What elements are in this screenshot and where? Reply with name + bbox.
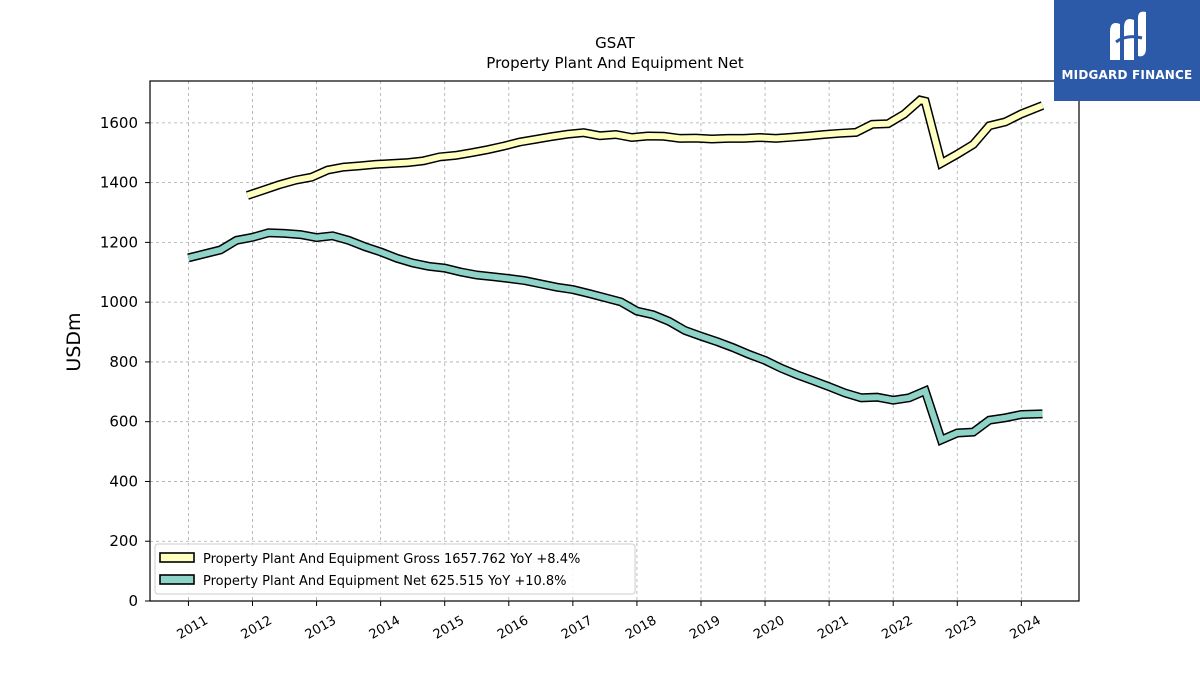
y-tick-label: 1600 <box>100 114 138 132</box>
grid-lines <box>150 81 1079 602</box>
x-tick-label: 2021 <box>815 613 851 643</box>
x-tick-label: 2018 <box>623 613 659 643</box>
x-tick-label: 2019 <box>687 613 723 643</box>
x-tick-label: 2020 <box>751 613 787 643</box>
legend-label-gross: Property Plant And Equipment Gross 1657.… <box>203 552 580 567</box>
chart-subtitle: Property Plant And Equipment Net <box>486 54 743 72</box>
legend-frame <box>154 543 636 595</box>
y-tick-label: 1400 <box>100 174 138 192</box>
y-tick-label: 400 <box>109 472 138 490</box>
y-axis-label: USDm <box>63 312 85 371</box>
x-tick-label: 2024 <box>1008 613 1044 643</box>
y-tick-label: 1200 <box>100 233 138 251</box>
plot-frame <box>149 80 1080 602</box>
midgard-finance-logo: MIDGARD FINANCE <box>1054 0 1200 101</box>
y-tick-label: 0 <box>128 592 138 610</box>
series-line-gross-outline <box>245 95 1045 200</box>
midgard-finance-logo-icon <box>1110 11 1146 60</box>
chart-title: GSAT <box>595 34 636 52</box>
x-tick-label: 2012 <box>239 613 275 643</box>
series-line-net <box>187 229 1043 444</box>
x-tick-label: 2016 <box>495 613 531 643</box>
y-tick-label: 800 <box>109 353 138 371</box>
legend-label-net: Property Plant And Equipment Net 625.515… <box>203 574 567 589</box>
x-tick-label: 2011 <box>175 613 211 643</box>
legend-swatch-net <box>159 574 195 585</box>
x-tick-label: 2017 <box>559 613 595 643</box>
y-axis-ticks: 0 200 400 600 800 1000 1200 1400 1600 <box>100 114 150 610</box>
y-tick-label: 600 <box>109 413 138 431</box>
series-lines <box>187 95 1045 446</box>
y-tick-label: 200 <box>109 532 138 550</box>
x-tick-label: 2013 <box>303 613 339 643</box>
x-tick-label: 2014 <box>367 613 403 643</box>
y-tick-label: 1000 <box>100 293 138 311</box>
x-tick-label: 2015 <box>431 613 467 643</box>
x-tick-label: 2022 <box>879 613 915 643</box>
legend: Property Plant And Equipment Gross 1657.… <box>154 543 636 595</box>
series-line-gross <box>246 96 1044 199</box>
logo-text: MIDGARD FINANCE <box>1061 68 1193 82</box>
x-tick-label: 2023 <box>943 613 979 643</box>
legend-swatch-gross <box>159 552 195 563</box>
x-axis-ticks: 2011 2012 2013 2014 2015 2016 2017 2018 2019 2020… <box>175 601 1044 643</box>
